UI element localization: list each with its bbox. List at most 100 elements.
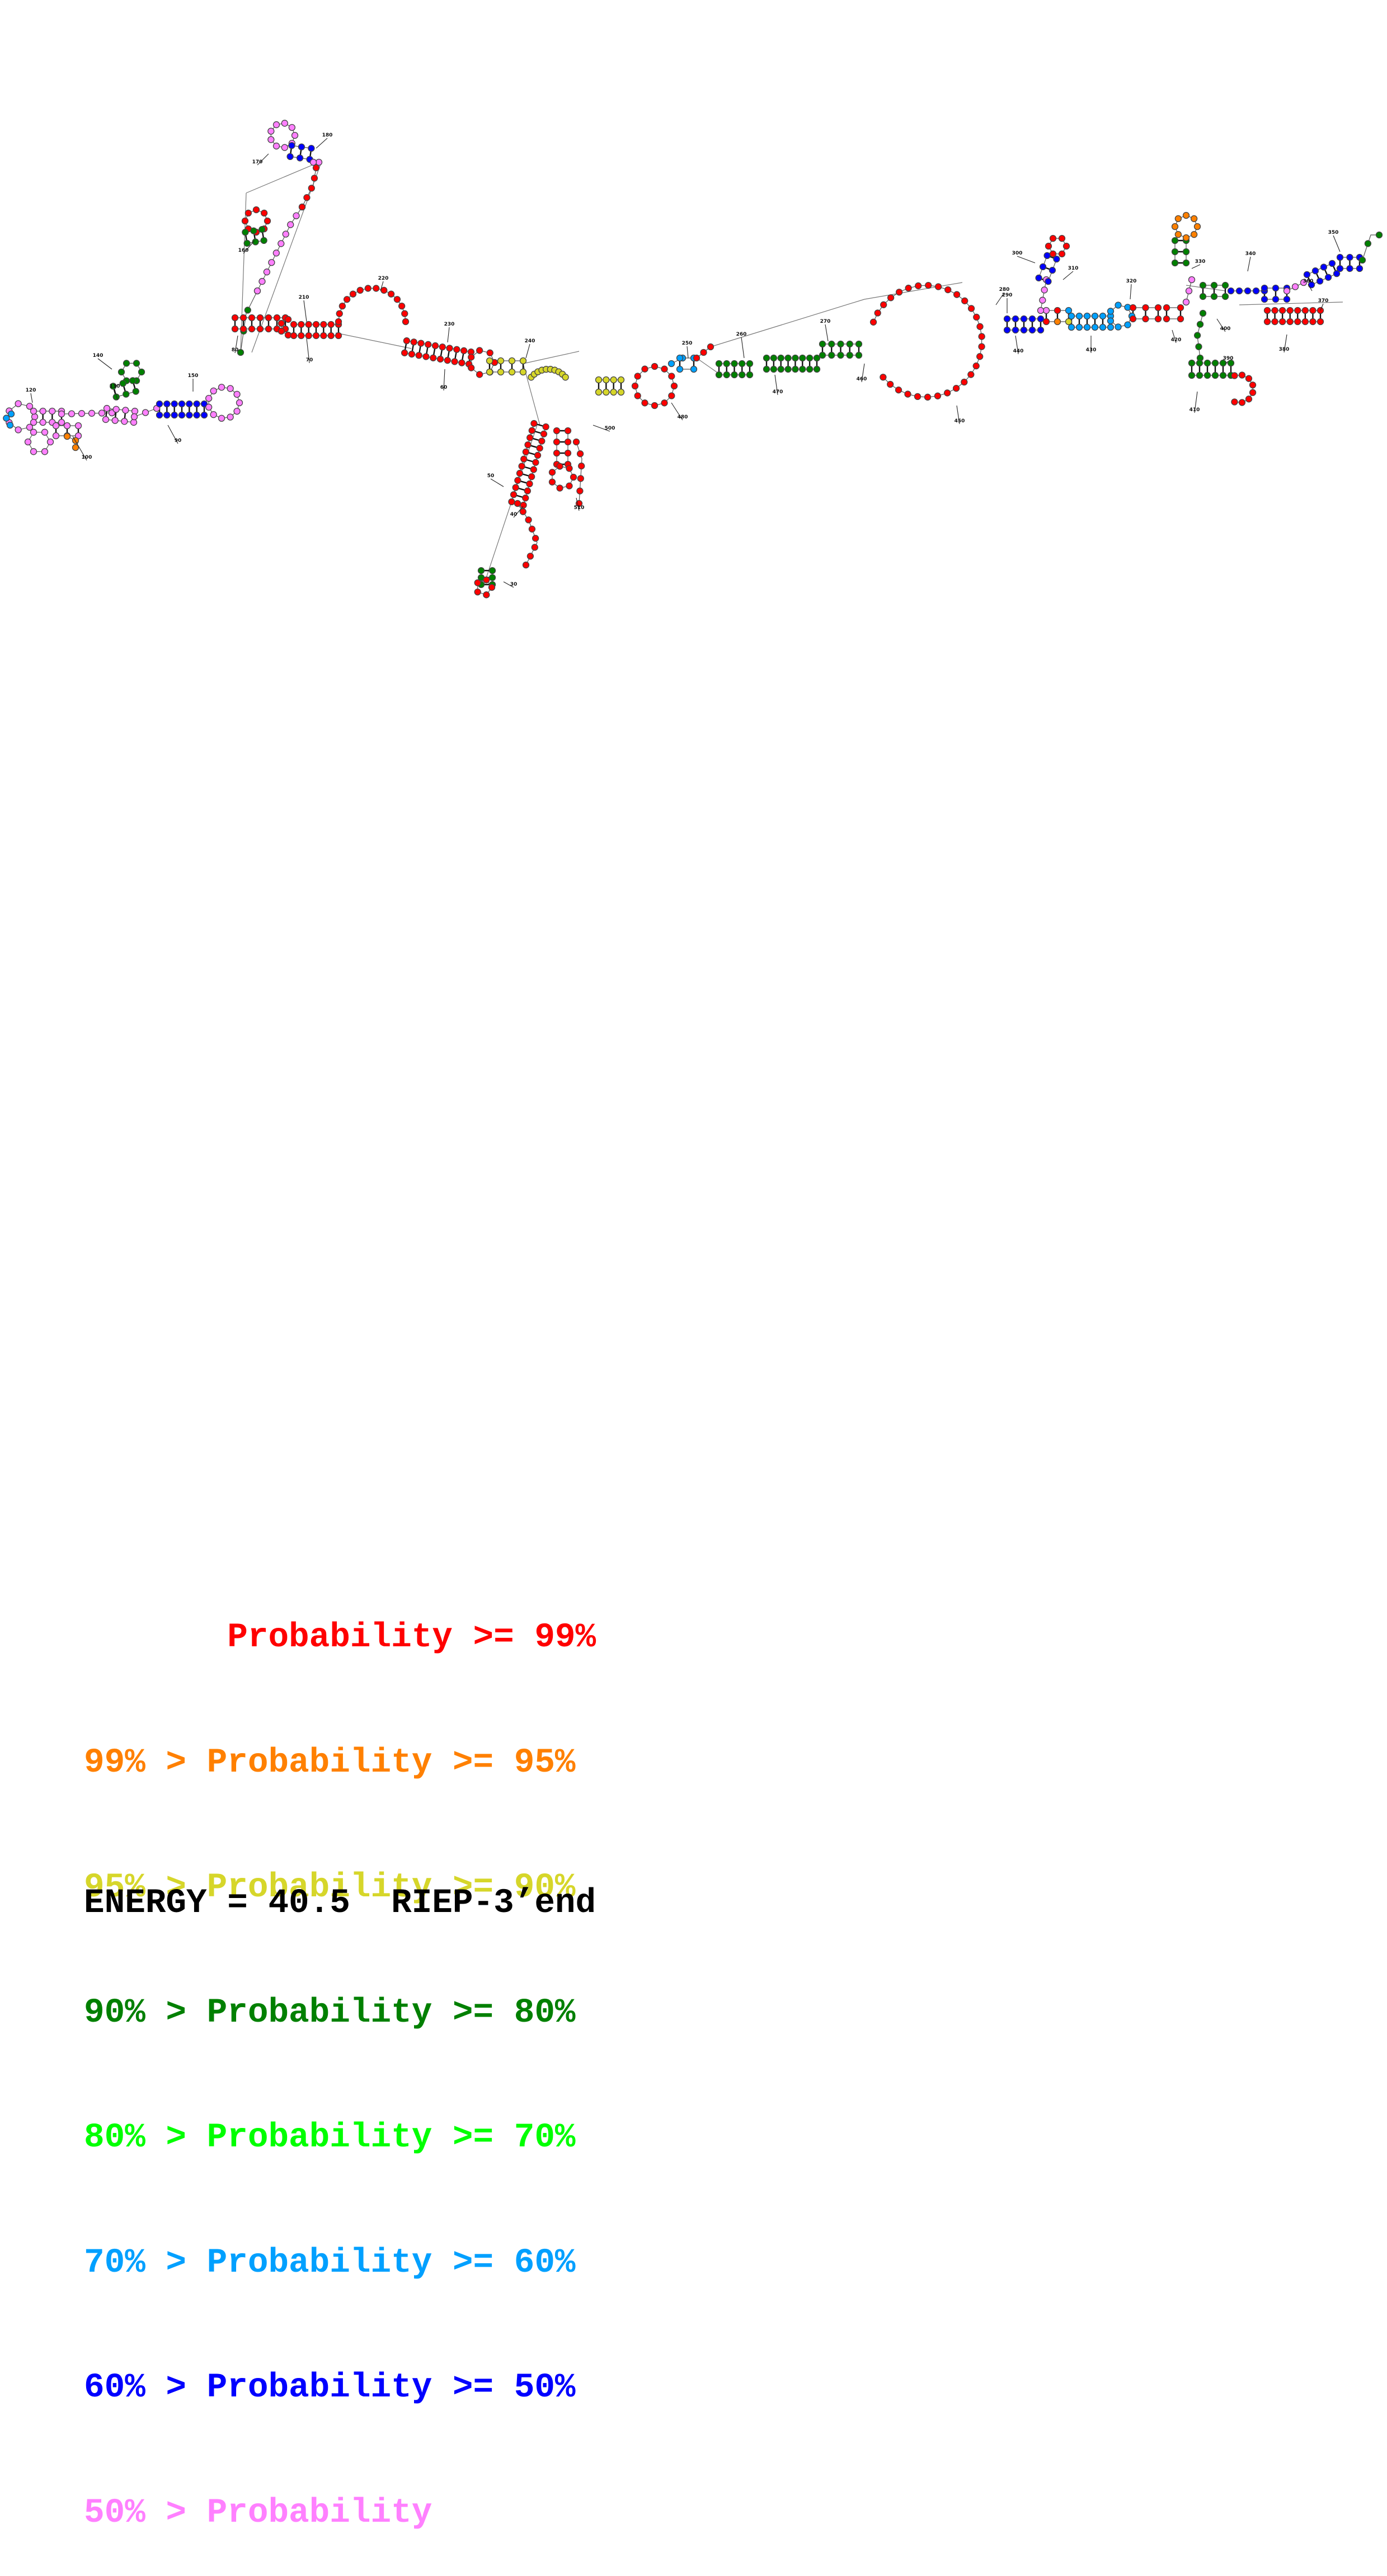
nucleotides xyxy=(3,120,1383,599)
loop-nucleotide xyxy=(934,283,942,290)
nucleotide xyxy=(1054,307,1061,314)
loop-nucleotide xyxy=(904,390,911,398)
nucleotide xyxy=(837,351,844,359)
unpaired-nucleotide xyxy=(532,535,539,542)
loop-nucleotide xyxy=(1182,234,1190,242)
nucleotide xyxy=(676,354,684,362)
nucleotide xyxy=(519,368,527,376)
loop-nucleotide xyxy=(205,394,213,402)
nucleotide xyxy=(1294,307,1301,314)
nucleotide xyxy=(792,365,799,373)
loop-nucleotide xyxy=(976,323,984,330)
nucleotide xyxy=(1083,323,1091,331)
nucleotide xyxy=(112,406,120,413)
nucleotide xyxy=(617,376,625,384)
nucleotide xyxy=(1271,318,1278,326)
loop-nucleotide xyxy=(634,392,641,399)
backbone-link xyxy=(696,357,720,374)
loop-nucleotide xyxy=(914,393,921,401)
helix-strand xyxy=(106,408,135,412)
loop-nucleotide xyxy=(474,579,481,586)
unpaired-nucleotide xyxy=(531,544,538,551)
nucleotide xyxy=(200,400,208,408)
nucleotide xyxy=(522,448,530,456)
loop-nucleotide xyxy=(556,484,563,492)
nucleotide xyxy=(1003,326,1011,334)
nucleotide xyxy=(528,473,535,481)
unpaired-nucleotide xyxy=(282,230,289,238)
nucleotide xyxy=(163,400,171,408)
unpaired-nucleotide xyxy=(693,354,700,362)
position-label: 330 xyxy=(1195,259,1206,265)
nucleotide xyxy=(312,332,320,340)
position-label: 260 xyxy=(736,332,747,337)
nucleotide xyxy=(610,376,617,384)
loop-nucleotide xyxy=(1115,302,1122,309)
loop-nucleotide xyxy=(943,389,951,397)
position-tick xyxy=(1247,256,1251,272)
nucleotide xyxy=(1083,312,1091,320)
nucleotide xyxy=(439,343,446,351)
unpaired-nucleotide xyxy=(1235,287,1243,295)
nucleotide xyxy=(286,153,294,161)
position-tick xyxy=(687,346,689,359)
nucleotide xyxy=(1142,304,1149,312)
position-tick xyxy=(234,335,238,354)
position-tick xyxy=(825,324,829,342)
position-tick xyxy=(1194,391,1198,413)
position-label: 210 xyxy=(299,295,309,300)
nucleotide xyxy=(1309,307,1317,314)
unpaired-nucleotide xyxy=(1182,298,1190,306)
nucleotide xyxy=(715,360,723,368)
loop-nucleotide xyxy=(267,136,275,143)
nucleotide xyxy=(403,337,411,345)
nucleotide xyxy=(528,427,535,434)
loop-nucleotide xyxy=(210,411,217,418)
loop-nucleotide xyxy=(1115,323,1122,331)
position-label: 460 xyxy=(857,376,867,382)
nucleotide xyxy=(1271,307,1278,314)
loop-nucleotide xyxy=(260,209,268,217)
nucleotide xyxy=(1177,304,1184,312)
loop-nucleotide xyxy=(880,374,887,381)
position-label: 30 xyxy=(510,582,518,587)
loop-nucleotide xyxy=(634,373,641,380)
nucleotide xyxy=(746,371,754,379)
position-tick xyxy=(774,374,778,395)
loop-nucleotide xyxy=(924,393,932,401)
nucleotide xyxy=(163,411,171,419)
nucleotide xyxy=(777,354,784,362)
backbone-link xyxy=(335,332,412,349)
loop-nucleotide xyxy=(41,448,49,455)
nucleotide xyxy=(1068,312,1075,320)
loop-nucleotide xyxy=(1245,395,1253,403)
unpaired-nucleotide xyxy=(667,360,675,368)
legend-row-p60: 70% > Probability >= 60% xyxy=(84,2243,576,2282)
nucleotide xyxy=(231,325,239,333)
position-tick xyxy=(30,393,33,403)
nucleotide xyxy=(74,422,82,430)
nucleotide xyxy=(1333,270,1341,277)
helix-strand xyxy=(1311,273,1337,285)
backbone-link xyxy=(523,351,580,364)
position-tick xyxy=(1015,335,1019,355)
nucleotide xyxy=(1171,237,1179,244)
nucleotide xyxy=(553,449,561,457)
nucleotide xyxy=(739,371,746,379)
loop-nucleotide xyxy=(356,286,364,294)
unpaired-nucleotide xyxy=(707,343,714,351)
backbone-link xyxy=(251,161,322,353)
nucleotide xyxy=(512,484,519,491)
unpaired-nucleotide xyxy=(309,158,317,166)
nucleotide xyxy=(1099,312,1107,320)
nucleotide xyxy=(239,325,247,333)
nucleotide xyxy=(514,477,521,484)
unpaired-nucleotide xyxy=(578,462,585,470)
position-label: 220 xyxy=(378,276,389,281)
loop-nucleotide xyxy=(241,217,249,225)
nucleotide xyxy=(1301,307,1309,314)
loop-nucleotide xyxy=(641,399,648,407)
loop-nucleotide xyxy=(641,365,648,373)
unpaired-nucleotide xyxy=(576,450,584,458)
loop-nucleotide xyxy=(972,362,980,370)
